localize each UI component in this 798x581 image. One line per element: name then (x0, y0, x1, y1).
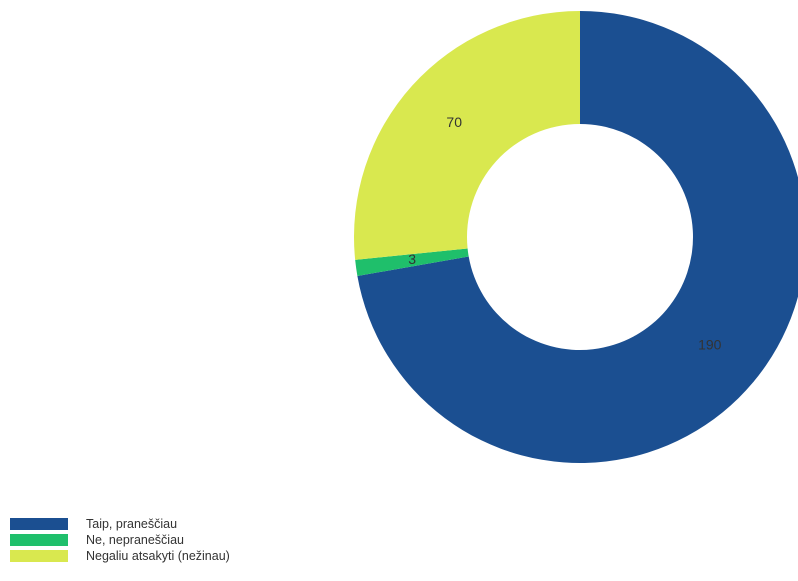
legend-swatch (10, 550, 68, 562)
data-label-taip: 190 (698, 337, 722, 353)
donut-slices (353, 11, 798, 463)
legend: Taip, praneščiau Ne, nepraneščiau Negali… (10, 516, 230, 564)
legend-label: Negaliu atsakyti (nežinau) (86, 549, 230, 563)
legend-swatch (10, 518, 68, 530)
data-label-negaliu: 70 (446, 114, 462, 130)
legend-item-taip[interactable]: Taip, praneščiau (10, 516, 230, 532)
data-labels: 190 3 70 (408, 114, 721, 353)
legend-swatch (10, 534, 68, 546)
legend-item-negaliu[interactable]: Negaliu atsakyti (nežinau) (10, 548, 230, 564)
slice-taip[interactable] (357, 11, 798, 463)
legend-label: Ne, nepraneščiau (86, 533, 184, 547)
slice-negaliu[interactable] (353, 11, 580, 260)
legend-label: Taip, praneščiau (86, 517, 178, 531)
data-label-ne: 3 (408, 251, 416, 267)
legend-item-ne[interactable]: Ne, nepraneščiau (10, 532, 230, 548)
slice-ne[interactable] (355, 248, 469, 276)
